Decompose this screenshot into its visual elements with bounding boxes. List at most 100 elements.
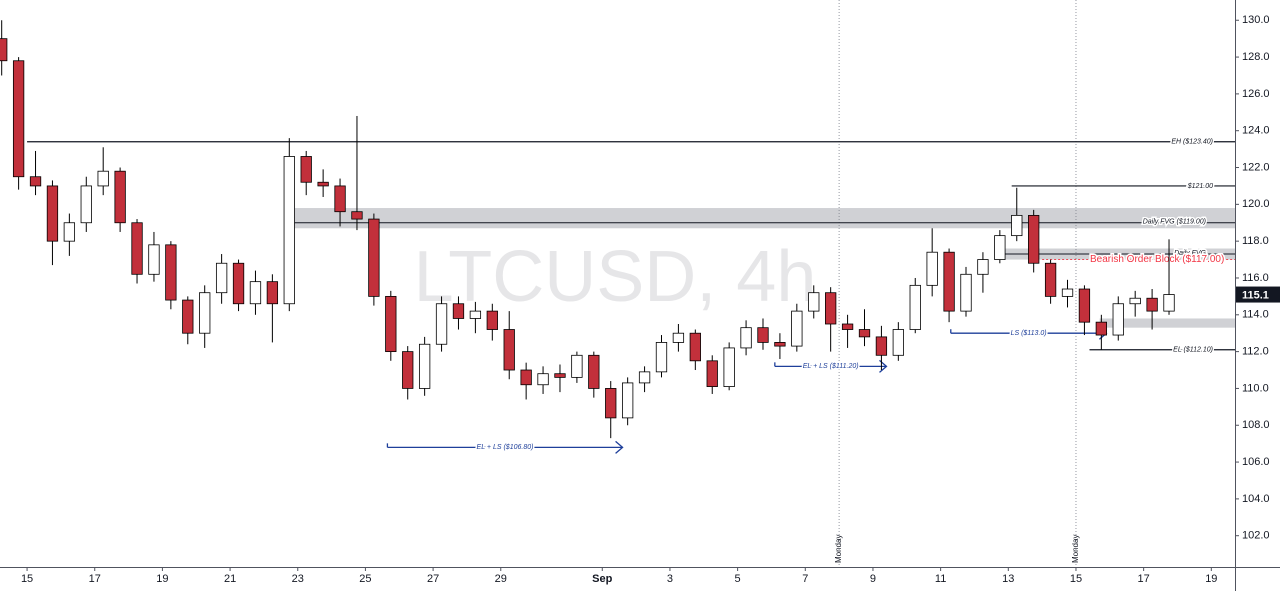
level-label: EL ($112.10): [1173, 347, 1213, 354]
candle: [0, 20, 8, 76]
candle: [520, 362, 532, 400]
candle: [283, 138, 295, 312]
candle: [368, 213, 380, 306]
y-tick-label: 124.0: [1242, 125, 1270, 137]
candle: [825, 287, 837, 352]
candle: [232, 259, 245, 312]
arrow-label: EL + LS ($106.80): [477, 444, 534, 451]
x-tick-label: 3: [667, 573, 673, 585]
candle: [351, 115, 363, 231]
candle: [892, 322, 904, 361]
candle-body: [452, 303, 465, 319]
candle-body: [689, 332, 701, 362]
candle: [791, 303, 803, 352]
candle: [469, 301, 482, 334]
x-tick-label: 19: [156, 573, 168, 585]
fvg-label: Daily FVG: [1174, 250, 1206, 257]
candle-body: [232, 262, 245, 305]
candle: [943, 248, 955, 323]
x-tick-label: 17: [89, 573, 101, 585]
candle-body: [1129, 297, 1141, 305]
candle: [909, 277, 921, 334]
candle-body: [791, 310, 803, 347]
x-tick-label: 5: [735, 573, 741, 585]
y-tick-label: 108.0: [1242, 419, 1270, 431]
candle: [554, 364, 566, 393]
x-tick-label: 13: [1002, 573, 1014, 585]
candle-body: [435, 303, 448, 345]
candle: [740, 320, 752, 356]
candle: [300, 150, 312, 196]
order-block-label: Bearish Order Block ($117.00): [1090, 254, 1224, 265]
watermark: LTCUSD, 4h: [414, 237, 817, 317]
y-tick-label: 110.0: [1242, 382, 1269, 394]
candle-body: [249, 281, 262, 305]
candle: [148, 231, 160, 282]
candle-body: [1078, 288, 1091, 323]
candle: [165, 241, 177, 310]
candle-body: [486, 310, 498, 330]
candle-body: [300, 156, 312, 183]
candle-body: [351, 211, 363, 220]
candle: [689, 329, 701, 371]
x-tick-label: 23: [292, 573, 304, 585]
candle-body: [97, 170, 109, 187]
candle-body: [520, 369, 532, 386]
candle: [537, 366, 549, 394]
candle-body: [1146, 297, 1158, 312]
candle-body: [12, 60, 25, 178]
candle: [994, 230, 1006, 264]
candle: [622, 377, 634, 426]
y-tick-label: 102.0: [1242, 530, 1270, 542]
candle-body: [334, 185, 346, 213]
candle: [402, 346, 414, 400]
last-price-label: 115.1: [1242, 289, 1269, 301]
candle: [1028, 209, 1040, 273]
candle-body: [165, 244, 177, 301]
session-label: Monday: [1071, 535, 1080, 563]
x-tick-label: 27: [427, 573, 439, 585]
candle: [723, 342, 735, 391]
candle: [1061, 279, 1074, 308]
candle-body: [909, 284, 921, 330]
y-tick-label: 116.0: [1242, 272, 1269, 284]
candle: [858, 309, 871, 347]
candle-body: [1028, 214, 1040, 264]
candle: [46, 180, 59, 266]
candle-body: [503, 329, 515, 371]
candle-body: [283, 156, 295, 305]
candle: [182, 296, 194, 345]
candle-body: [994, 235, 1006, 260]
candle-body: [1011, 214, 1023, 237]
candle-body: [706, 360, 718, 387]
candle-body: [182, 299, 194, 334]
x-tick-label: Sep: [592, 573, 612, 585]
candle: [638, 366, 651, 393]
candle-body: [672, 332, 685, 343]
x-tick-label: 11: [935, 573, 946, 585]
candle-body: [469, 310, 482, 319]
candle: [808, 285, 820, 319]
candle-body: [723, 347, 735, 387]
x-tick-label: 19: [1205, 573, 1217, 585]
candle: [757, 318, 769, 350]
candle-body: [317, 181, 329, 187]
candle-body: [46, 185, 59, 242]
y-tick-label: 104.0: [1242, 493, 1270, 505]
candle-body: [825, 292, 837, 325]
candle-body: [368, 218, 380, 297]
candle: [29, 150, 42, 196]
candle: [334, 178, 346, 227]
candle-body: [114, 170, 126, 224]
candle-body: [215, 262, 228, 294]
candle-body: [1163, 294, 1175, 312]
candle: [672, 324, 685, 352]
x-tick-label: 15: [21, 573, 33, 585]
fvg-label: Daily FVG ($119.00): [1143, 219, 1206, 226]
y-tick-label: 126.0: [1242, 88, 1270, 100]
candle-body: [588, 354, 600, 389]
candle-body: [0, 38, 8, 62]
candle: [1078, 285, 1091, 336]
candle-body: [926, 251, 938, 286]
